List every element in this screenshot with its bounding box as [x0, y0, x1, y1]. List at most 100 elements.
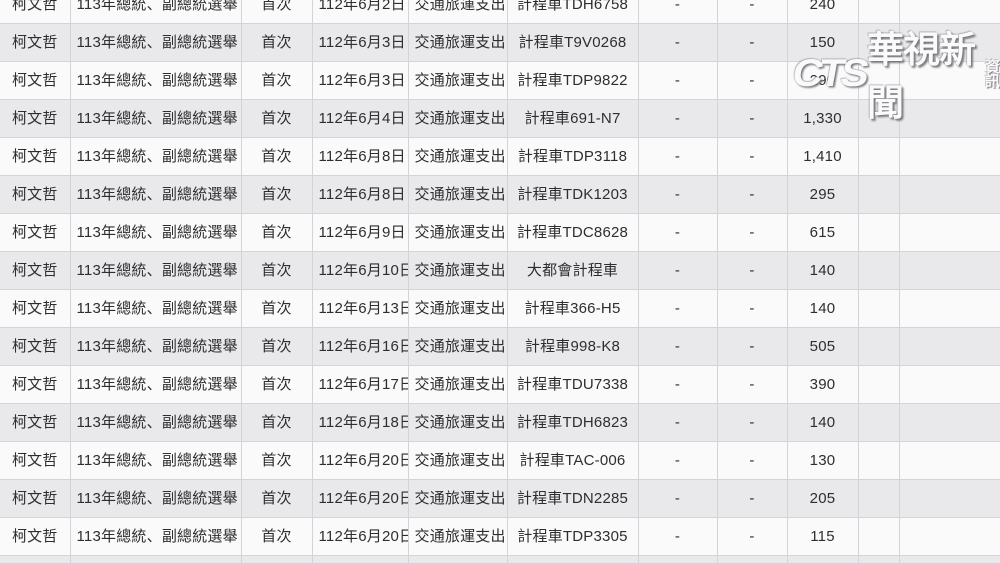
cell-election-title: 113年總統、副總統選舉: [70, 251, 242, 291]
cell-date: 112年6月10日: [312, 251, 409, 291]
cell-empty-2: [899, 137, 1000, 177]
cell-candidate-name: 柯文哲: [0, 365, 71, 405]
cell-empty-2: [899, 517, 1000, 557]
cell-date: 112年6月20日: [312, 441, 409, 481]
cell-dash-2: -: [717, 137, 788, 177]
cell-dash-1: -: [638, 175, 718, 215]
cell-empty-2: [899, 0, 1000, 25]
cell-empty-1: [858, 289, 900, 329]
cell-report-count: 首次: [241, 327, 313, 367]
cell-dash-2: -: [717, 517, 788, 557]
cell-empty-2: [899, 555, 1000, 563]
cell-report-count: 首次: [241, 23, 313, 63]
cell-amount: 140: [787, 403, 859, 443]
cell-dash-2: -: [717, 289, 788, 329]
cell-empty-1: [858, 61, 900, 101]
cell-empty-2: [899, 365, 1000, 405]
cell-payee: 計程車TDC8628: [507, 213, 639, 253]
cell-dash-2: -: [717, 251, 788, 291]
cell-empty-2: [899, 479, 1000, 519]
cell-date: 112年6月13日: [312, 289, 409, 329]
cell-dash-2: -: [717, 0, 788, 25]
cell-expense-category: 交通旅運支出: [408, 99, 508, 139]
cell-date: 112年6月18日: [312, 403, 409, 443]
cell-expense-category: 交通旅運支出: [408, 365, 508, 405]
cell-dash-1: -: [638, 479, 718, 519]
cell-date: [312, 555, 409, 563]
cell-date: 112年6月20日: [312, 517, 409, 557]
cell-candidate-name: 柯文哲: [0, 403, 71, 443]
cell-empty-2: [899, 23, 1000, 63]
cell-election-title: 113年總統、副總統選舉: [70, 517, 242, 557]
cell-dash-1: -: [638, 0, 718, 25]
cell-candidate-name: 柯文哲: [0, 23, 71, 63]
cell-report-count: 首次: [241, 289, 313, 329]
cell-election-title: 113年總統、副總統選舉: [70, 403, 242, 443]
table-row: 柯文哲 113年總統、副總統選舉 首次 112年6月3日 交通旅運支出 計程車TDP982…: [0, 61, 1000, 101]
cell-empty-1: [858, 251, 900, 291]
cell-amount: 615: [787, 213, 859, 253]
cell-election-title: 113年總統、副總統選舉: [70, 479, 242, 519]
table-row: 柯文哲 113年總統、副總統選舉 首次 112年6月9日 交通旅運支出 計程車TDC862…: [0, 213, 1000, 253]
cell-report-count: 首次: [241, 137, 313, 177]
cell-empty-1: [858, 175, 900, 215]
cell-empty-2: [899, 441, 1000, 481]
cell-payee: 計程車TDP3118: [507, 137, 639, 177]
cell-expense-category: [408, 555, 508, 563]
cell-empty-1: [858, 99, 900, 139]
table-row: 柯文哲 113年總統、副總統選舉 首次 112年6月18日 交通旅運支出 計程車TDH68…: [0, 403, 1000, 443]
cell-election-title: 113年總統、副總統選舉: [70, 327, 242, 367]
table-row: 柯文哲 113年總統、副總統選舉 首次 112年6月4日 交通旅運支出 計程車691-N7…: [0, 99, 1000, 139]
cell-dash-1: -: [638, 99, 718, 139]
cell-candidate-name: 柯文哲: [0, 0, 71, 25]
table-row: 柯文哲 113年總統、副總統選舉 首次 112年6月3日 交通旅運支出 計程車T9V026…: [0, 23, 1000, 63]
cell-expense-category: 交通旅運支出: [408, 175, 508, 215]
cell-payee: 計程車691-N7: [507, 99, 639, 139]
cell-amount: 130: [787, 441, 859, 481]
cell-empty-1: [858, 327, 900, 367]
cell-amount: 1,410: [787, 137, 859, 177]
cell-report-count: 首次: [241, 403, 313, 443]
cell-dash-1: -: [638, 213, 718, 253]
cell-date: 112年6月2日: [312, 0, 409, 25]
cell-empty-1: [858, 213, 900, 253]
cell-election-title: [70, 555, 242, 563]
cell-report-count: 首次: [241, 517, 313, 557]
cell-amount: 1,330: [787, 99, 859, 139]
cell-amount: 140: [787, 289, 859, 329]
table-row: 柯文哲 113年總統、副總統選舉 首次 112年6月20日 交通旅運支出 計程車TDN22…: [0, 479, 1000, 519]
cell-election-title: 113年總統、副總統選舉: [70, 23, 242, 63]
cell-candidate-name: 柯文哲: [0, 479, 71, 519]
cell-election-title: 113年總統、副總統選舉: [70, 0, 242, 25]
cell-dash-2: -: [717, 365, 788, 405]
cell-dash-1: -: [638, 403, 718, 443]
cell-empty-1: [858, 479, 900, 519]
cell-expense-category: 交通旅運支出: [408, 23, 508, 63]
cell-dash-2: -: [717, 441, 788, 481]
cell-dash-2: -: [717, 403, 788, 443]
cell-report-count: [241, 555, 313, 563]
cell-empty-1: [858, 555, 900, 563]
cell-payee: 計程車TDK1203: [507, 175, 639, 215]
cell-date: 112年6月16日: [312, 327, 409, 367]
cell-date: 112年6月17日: [312, 365, 409, 405]
cell-empty-1: [858, 403, 900, 443]
cell-report-count: 首次: [241, 175, 313, 215]
cell-candidate-name: [0, 555, 71, 563]
cell-election-title: 113年總統、副總統選舉: [70, 365, 242, 405]
cell-dash-2: -: [717, 479, 788, 519]
cell-candidate-name: 柯文哲: [0, 175, 71, 215]
cell-expense-category: 交通旅運支出: [408, 0, 508, 25]
cell-expense-category: 交通旅運支出: [408, 517, 508, 557]
cell-dash-2: -: [717, 23, 788, 63]
cell-payee: 計程車TDU7338: [507, 365, 639, 405]
cell-election-title: 113年總統、副總統選舉: [70, 137, 242, 177]
cell-expense-category: 交通旅運支出: [408, 213, 508, 253]
cell-empty-2: [899, 175, 1000, 215]
cell-dash-1: -: [638, 289, 718, 329]
cell-amount: [787, 555, 859, 563]
cell-election-title: 113年總統、副總統選舉: [70, 175, 242, 215]
cell-dash-1: -: [638, 251, 718, 291]
table-row: 柯文哲 113年總統、副總統選舉 首次 112年6月20日 交通旅運支出 計程車TAC-0…: [0, 441, 1000, 481]
cell-candidate-name: 柯文哲: [0, 251, 71, 291]
